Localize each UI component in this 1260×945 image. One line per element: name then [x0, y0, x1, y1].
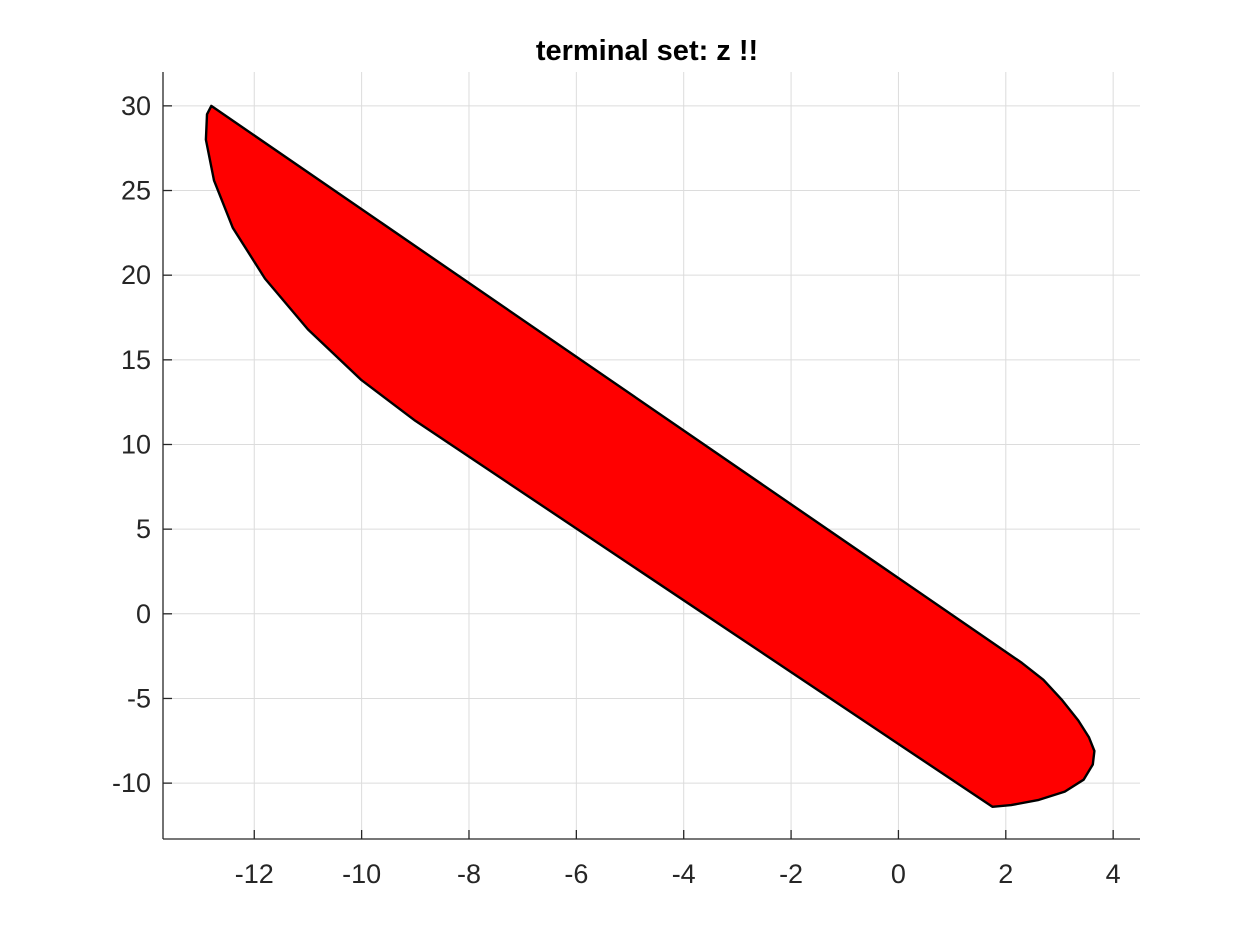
x-tick-label: -10	[342, 859, 381, 889]
region-layer	[204, 104, 1096, 808]
y-tick-label: 20	[121, 260, 151, 290]
y-tick-label: 30	[121, 91, 151, 121]
x-tick-label: -8	[457, 859, 481, 889]
y-tick-label: 25	[121, 176, 151, 206]
y-tick-label: 15	[121, 345, 151, 375]
y-tick-label: 10	[121, 429, 151, 459]
x-tick-label: 4	[1106, 859, 1121, 889]
x-tick-label: -6	[564, 859, 588, 889]
y-tick-label: -10	[112, 768, 151, 798]
x-tick-label: 0	[891, 859, 906, 889]
axis-layer	[162, 72, 1140, 840]
terminal-set-region	[204, 104, 1096, 808]
y-tick-label: 5	[136, 514, 151, 544]
chart-title: terminal set: z !!	[536, 35, 758, 67]
x-tick-label: -2	[779, 859, 803, 889]
x-tick-label: -12	[235, 859, 274, 889]
y-tick-label: -5	[127, 683, 151, 713]
x-tick-label: 2	[998, 859, 1013, 889]
x-tick-label: -4	[672, 859, 696, 889]
y-tick-label: 0	[136, 599, 151, 629]
tick-layer: -12 -10 -8 -6 -4 -2 0 2 4 -10 -5 0 5 10 15 20 25 30	[112, 91, 1121, 889]
